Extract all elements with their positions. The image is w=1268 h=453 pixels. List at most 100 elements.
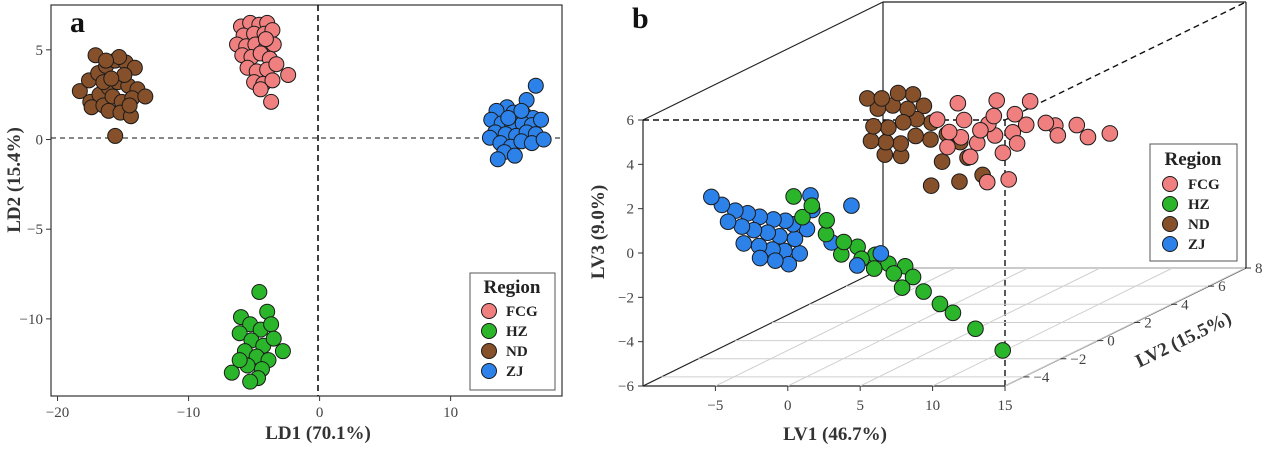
y-tick-label: 8 xyxy=(1255,261,1263,277)
point-fcg xyxy=(1006,105,1024,123)
point-hz xyxy=(785,188,802,205)
point-zj xyxy=(535,131,552,148)
point-nd xyxy=(137,88,154,105)
point-fcg xyxy=(1008,135,1026,152)
y-tick-label: −2 xyxy=(1070,352,1086,368)
z-tick-label: −6 xyxy=(618,379,634,395)
point-nd xyxy=(858,90,876,107)
x-axis-label: LV1 (46.7%) xyxy=(783,424,887,445)
point-fcg xyxy=(1021,93,1039,110)
point-zj xyxy=(751,249,769,267)
z-tick-label: −4 xyxy=(618,335,634,351)
point-nd xyxy=(111,49,128,66)
grid-line xyxy=(932,267,1173,387)
x-tick-label: 0 xyxy=(316,405,324,421)
point-hz xyxy=(231,352,248,369)
x-axis-ticks: −20 −10 0 10 xyxy=(46,396,458,421)
y-tick-label: 2 xyxy=(1144,315,1152,331)
point-zj xyxy=(848,257,866,274)
panel-a: a −20 −10 0 10 −10 −5 0 5 LD1 (70.1%) LD2 (15.… xyxy=(4,4,563,444)
point-hz xyxy=(994,342,1012,359)
point-zj xyxy=(735,235,753,252)
point-fcg xyxy=(1068,116,1086,134)
point-nd xyxy=(877,133,895,151)
point-nd xyxy=(922,131,939,148)
point-nd xyxy=(98,52,115,69)
point-fcg xyxy=(263,93,280,110)
point-nd xyxy=(894,113,912,131)
point-hz xyxy=(915,283,932,300)
z-tick-label: 2 xyxy=(627,202,635,218)
legend-marker xyxy=(481,363,497,379)
legend-label: HZ xyxy=(506,324,528,340)
point-nd xyxy=(71,83,88,100)
point-nd xyxy=(907,127,924,145)
legend-marker xyxy=(481,303,497,319)
floor-grid xyxy=(661,267,1246,387)
point-nd xyxy=(865,118,882,135)
x-tick-label: 10 xyxy=(925,398,940,414)
legend-label: FCG xyxy=(1188,177,1220,193)
point-hz xyxy=(893,279,911,296)
point-fcg xyxy=(961,148,979,166)
point-hz xyxy=(944,304,962,322)
point-zj xyxy=(513,102,530,119)
z-tick-label: 0 xyxy=(627,246,635,262)
point-fcg xyxy=(268,56,285,73)
point-hz xyxy=(967,320,984,338)
point-zj xyxy=(489,151,506,168)
legend-marker xyxy=(1162,216,1178,232)
point-hz xyxy=(904,268,922,286)
point-hz xyxy=(263,316,280,333)
plot-frame xyxy=(50,4,563,397)
point-fcg xyxy=(994,144,1012,162)
y-tick-label: 6 xyxy=(1218,279,1226,295)
grid-line xyxy=(715,267,956,387)
point-nd xyxy=(862,132,880,150)
legend-marker xyxy=(1162,236,1178,252)
projection-line xyxy=(1004,1,1247,121)
y-axis-ticks: −10 −5 0 5 xyxy=(20,43,51,328)
point-hz xyxy=(242,373,259,390)
point-fcg xyxy=(955,111,973,129)
point-zj xyxy=(767,252,784,269)
point-fcg xyxy=(949,94,967,112)
point-fcg xyxy=(939,138,956,156)
z-tick-label: 6 xyxy=(627,113,635,129)
legend-title: Region xyxy=(1165,149,1222,170)
grid-line xyxy=(787,267,1029,387)
panel-letter-a: a xyxy=(70,6,85,39)
point-hz xyxy=(265,330,282,347)
point-hz xyxy=(274,343,291,360)
point-hz xyxy=(835,233,853,251)
point-zj xyxy=(533,111,550,128)
z-axis-ticks: −6 −4 −2 0 2 4 6 xyxy=(618,113,643,395)
legend-marker xyxy=(481,343,497,359)
point-hz xyxy=(231,325,248,342)
point-fcg xyxy=(1000,171,1017,188)
legend-items: FCG HZ ND ZJ xyxy=(481,303,538,380)
panel-b: b −6 −4 −2 0 2 4 6 −5 0 5 10 15 −4 −2 0 2 4 6 8 LV1 (46.… xyxy=(588,1,1263,445)
point-fcg xyxy=(1017,116,1035,134)
point-fcg xyxy=(985,107,1003,125)
y-axis-ticks: −4 −2 0 2 4 6 8 xyxy=(1023,261,1263,386)
point-zj xyxy=(506,147,523,164)
point-zj xyxy=(872,245,890,262)
point-fcg xyxy=(988,92,1006,109)
point-hz xyxy=(803,197,821,215)
point-fcg xyxy=(1101,125,1119,142)
point-zj xyxy=(719,213,737,231)
point-hz xyxy=(865,260,883,277)
point-hz xyxy=(931,295,949,313)
point-nd xyxy=(922,177,940,194)
point-nd xyxy=(107,127,124,144)
y-tick-label: 4 xyxy=(1181,297,1189,313)
point-fcg xyxy=(940,123,958,141)
point-nd xyxy=(892,135,910,152)
legend-label: ZJ xyxy=(506,364,524,380)
y-tick-label: −5 xyxy=(27,222,43,238)
point-nd xyxy=(889,84,907,102)
legend: Region FCG HZ ND ZJ xyxy=(1149,143,1238,262)
point-zj xyxy=(733,218,751,235)
